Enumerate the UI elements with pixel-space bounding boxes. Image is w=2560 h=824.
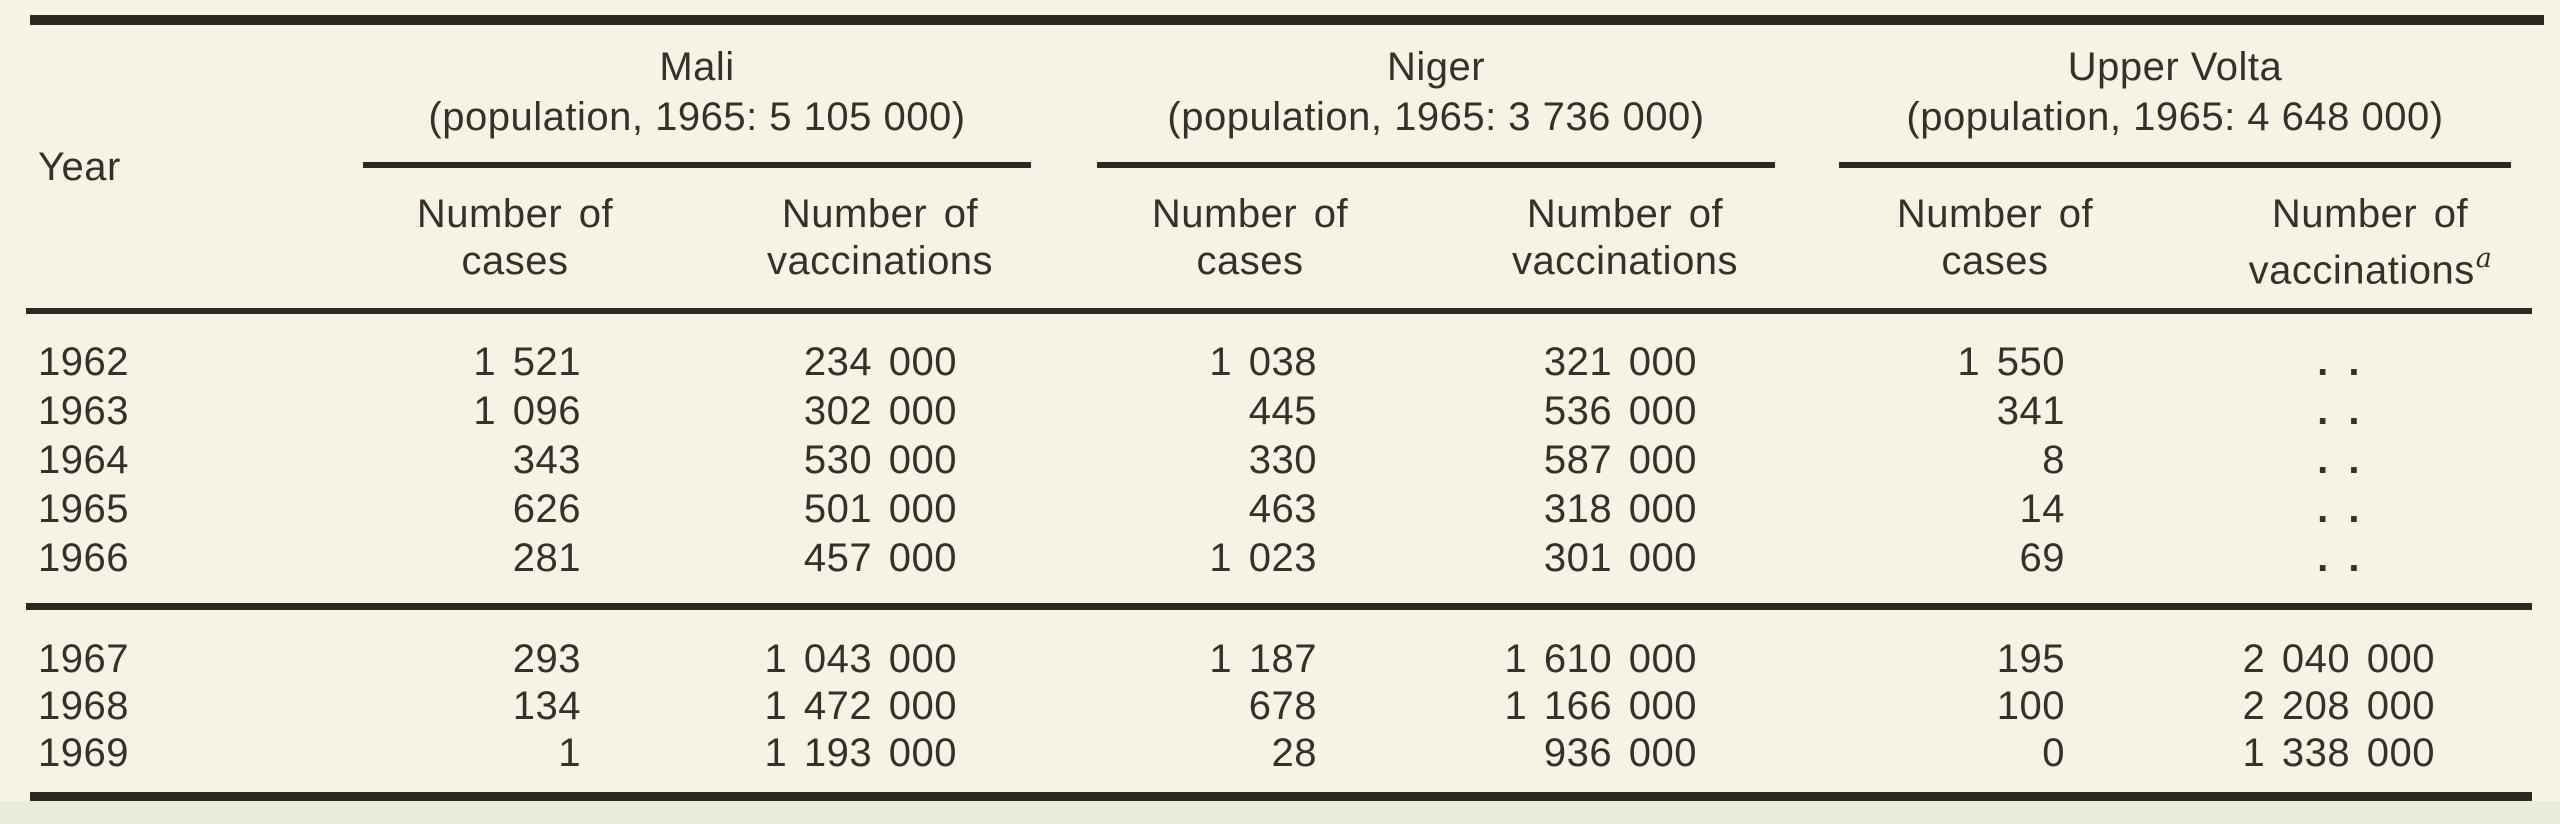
cell-mali-cases: 281 <box>512 536 581 580</box>
cell-mali-cases: 1 096 <box>473 389 581 433</box>
divider-bottom <box>30 792 2532 801</box>
year-column-header: Year <box>38 145 121 189</box>
cell-uv-vaccinations-missing: . . <box>2317 438 2360 482</box>
cell-niger-cases: 1 038 <box>1209 340 1317 384</box>
group-header-mali: Mali (population, 1965: 5 105 000) <box>363 40 1031 168</box>
cell-uv-cases: 341 <box>1996 389 2065 433</box>
cell-uv-vaccinations-missing: . . <box>2317 487 2360 531</box>
cell-niger-vaccinations: 1 610 000 <box>1504 637 1697 681</box>
table-section-1962-1966: 1962 1 521 234 000 1 038 321 000 1 550 .… <box>0 338 2560 583</box>
cell-uv-vaccinations: 1 338 000 <box>2242 731 2435 775</box>
table-row: 1965 626 501 000 463 318 000 14 . . <box>0 485 2560 534</box>
cell-year: 1966 <box>38 536 129 580</box>
subheader-spacer <box>0 190 330 293</box>
cell-year: 1968 <box>38 684 129 728</box>
country-name: Mali <box>659 45 735 89</box>
cell-niger-cases: 1 187 <box>1209 637 1317 681</box>
cell-mali-cases: 343 <box>512 438 581 482</box>
cell-uv-cases: 1 550 <box>1957 340 2065 384</box>
cell-niger-vaccinations: 936 000 <box>1543 731 1697 775</box>
population-note: (population, 1965: 4 648 000) <box>1906 95 2444 139</box>
cell-mali-vaccinations: 457 000 <box>803 536 957 580</box>
population-note: (population, 1965: 3 736 000) <box>1167 95 1705 139</box>
cell-mali-cases: 1 <box>558 731 581 775</box>
cell-mali-cases: 1 521 <box>473 340 581 384</box>
cell-uv-vaccinations-missing: . . <box>2317 536 2360 580</box>
subheader-row: Number of cases Number of vaccinations N… <box>0 190 2560 293</box>
cell-niger-cases: 445 <box>1248 389 1317 433</box>
cell-year: 1967 <box>38 637 129 681</box>
cell-mali-cases: 293 <box>512 637 581 681</box>
footnote-marker: a <box>2475 243 2493 274</box>
subheader-niger-cases: Number of cases <box>1151 192 1349 283</box>
table-row: 1968 134 1 472 000 678 1 166 000 100 2 2… <box>0 683 2560 730</box>
cell-uv-vaccinations-missing: . . <box>2317 340 2360 384</box>
country-name: Niger <box>1386 45 1486 89</box>
cell-niger-vaccinations: 1 166 000 <box>1504 684 1697 728</box>
cell-mali-vaccinations: 302 000 <box>803 389 957 433</box>
subheader-uv-vaccinations: Number of vaccinationsa <box>2248 192 2493 293</box>
cell-uv-cases: 14 <box>2019 487 2065 531</box>
cell-uv-cases: 195 <box>1996 637 2065 681</box>
cell-uv-cases: 0 <box>2042 731 2065 775</box>
cell-uv-cases: 100 <box>1996 684 2065 728</box>
cell-niger-cases: 678 <box>1248 684 1317 728</box>
cell-niger-vaccinations: 536 000 <box>1543 389 1697 433</box>
cell-year: 1964 <box>38 438 129 482</box>
cell-mali-cases: 134 <box>512 684 581 728</box>
cell-year: 1969 <box>38 731 129 775</box>
subheader-mali-cases: Number of cases <box>416 192 614 283</box>
cell-mali-cases: 626 <box>512 487 581 531</box>
population-note: (population, 1965: 5 105 000) <box>428 95 966 139</box>
cell-niger-cases: 1 023 <box>1209 536 1317 580</box>
cell-mali-vaccinations: 530 000 <box>803 438 957 482</box>
cell-niger-vaccinations: 587 000 <box>1543 438 1697 482</box>
cell-niger-vaccinations: 318 000 <box>1543 487 1697 531</box>
cell-uv-vaccinations: 2 040 000 <box>2242 637 2435 681</box>
cell-mali-vaccinations: 1 472 000 <box>764 684 957 728</box>
group-header-niger: Niger (population, 1965: 3 736 000) <box>1097 40 1775 168</box>
cell-niger-vaccinations: 301 000 <box>1543 536 1697 580</box>
group-header-upper-volta: Upper Volta (population, 1965: 4 648 000… <box>1839 40 2511 168</box>
cell-year: 1963 <box>38 389 129 433</box>
cell-mali-vaccinations: 1 043 000 <box>764 637 957 681</box>
table-row: 1966 281 457 000 1 023 301 000 69 . . <box>0 534 2560 583</box>
subheader-uv-cases: Number of cases <box>1896 192 2094 283</box>
cell-uv-cases: 69 <box>2019 536 2065 580</box>
divider-mid-sections <box>26 603 2532 610</box>
cell-niger-vaccinations: 321 000 <box>1543 340 1697 384</box>
cell-niger-cases: 28 <box>1271 731 1317 775</box>
cell-year: 1965 <box>38 487 129 531</box>
cell-uv-vaccinations: 2 208 000 <box>2242 684 2435 728</box>
cell-uv-vaccinations-missing: . . <box>2317 389 2360 433</box>
scan-bottom-edge <box>0 801 2560 824</box>
cell-niger-cases: 463 <box>1248 487 1317 531</box>
subheader-niger-vaccinations: Number of vaccinations <box>1511 192 1739 283</box>
country-name: Upper Volta <box>2067 45 2283 89</box>
table-row: 1967 293 1 043 000 1 187 1 610 000 195 2… <box>0 636 2560 683</box>
table-row: 1964 343 530 000 330 587 000 8 . . <box>0 436 2560 485</box>
cell-mali-vaccinations: 234 000 <box>803 340 957 384</box>
table-row: 1969 1 1 193 000 28 936 000 0 1 338 000 <box>0 730 2560 777</box>
cell-mali-vaccinations: 501 000 <box>803 487 957 531</box>
cell-uv-cases: 8 <box>2042 438 2065 482</box>
cell-mali-vaccinations: 1 193 000 <box>764 731 957 775</box>
subheader-mali-vaccinations: Number of vaccinations <box>766 192 994 283</box>
table-row: 1963 1 096 302 000 445 536 000 341 . . <box>0 387 2560 436</box>
divider-under-headers <box>26 308 2532 314</box>
divider-top <box>30 15 2544 25</box>
table-section-1967-1969: 1967 293 1 043 000 1 187 1 610 000 195 2… <box>0 636 2560 777</box>
cell-year: 1962 <box>38 340 129 384</box>
cell-niger-cases: 330 <box>1248 438 1317 482</box>
table-row: 1962 1 521 234 000 1 038 321 000 1 550 .… <box>0 338 2560 387</box>
